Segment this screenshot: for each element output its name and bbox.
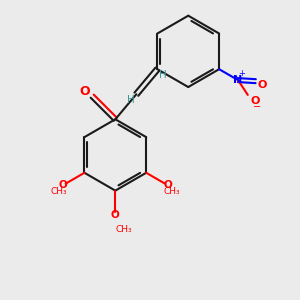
Text: H: H <box>159 70 167 80</box>
Text: CH₃: CH₃ <box>50 187 67 196</box>
Text: +: + <box>238 69 245 78</box>
Text: O: O <box>111 210 120 220</box>
Text: CH₃: CH₃ <box>164 187 181 196</box>
Text: O: O <box>258 80 267 90</box>
Text: O: O <box>79 85 90 98</box>
Text: H: H <box>127 95 134 105</box>
Text: O: O <box>251 96 260 106</box>
Text: O: O <box>163 180 172 190</box>
Text: O: O <box>58 180 68 190</box>
Text: CH₃: CH₃ <box>115 225 132 234</box>
Text: N: N <box>233 75 243 85</box>
Text: −: − <box>253 102 261 112</box>
